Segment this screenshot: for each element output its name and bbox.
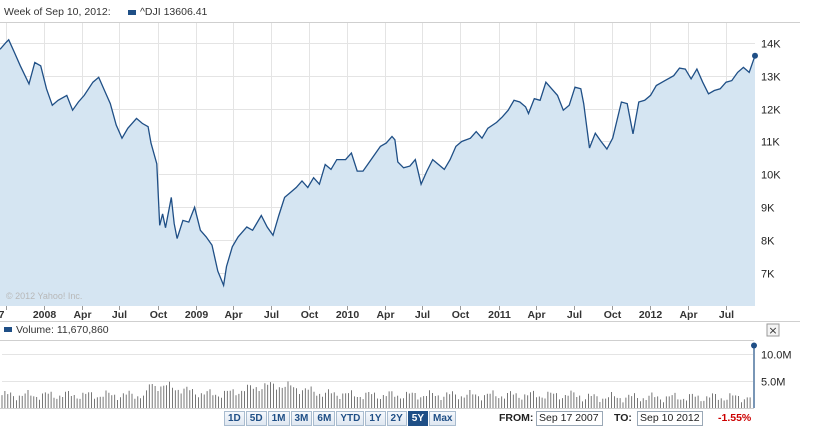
from-date-input[interactable]: Sep 17 2007 xyxy=(536,411,603,426)
x-tick-label: Apr xyxy=(224,309,242,321)
range-button-1m[interactable]: 1M xyxy=(267,411,290,426)
x-tick-label: Jul xyxy=(264,309,279,321)
y-tick-label: 11K xyxy=(761,137,780,149)
y-tick-label: 10K xyxy=(761,170,781,182)
volume-bars xyxy=(1,345,755,408)
price-line xyxy=(0,38,756,288)
y-tick-label: 14K xyxy=(761,39,781,51)
close-volume-button[interactable] xyxy=(766,323,780,337)
x-tick-label: Jul xyxy=(567,309,582,321)
x-tick-label: Apr xyxy=(73,309,91,321)
y-tick-label: 12K xyxy=(761,105,781,117)
last-point-marker xyxy=(752,52,758,59)
range-button-max[interactable]: Max xyxy=(429,411,457,426)
x-tick-label: 2011 xyxy=(488,309,511,321)
x-axis: 2007 2008 Apr Jul Oct 2009 Apr Jul Oct 2010 Apr Jul… xyxy=(0,306,734,321)
range-button-1d[interactable]: 1D xyxy=(224,411,245,426)
from-label: FROM: xyxy=(499,412,534,424)
x-tick-label: 2010 xyxy=(336,309,360,321)
y-tick-label: 9K xyxy=(761,203,775,215)
volume-label: Volume: 11,670,860 xyxy=(16,324,109,336)
x-tick-label: 2012 xyxy=(639,309,663,321)
price-area xyxy=(0,39,755,307)
range-button-ytd[interactable]: YTD xyxy=(336,411,365,426)
range-button-1y[interactable]: 1Y xyxy=(365,411,386,426)
x-tick-label: 2008 xyxy=(33,309,57,321)
week-label: Week of Sep 10, 2012: xyxy=(4,6,111,18)
x-tick-label: Oct xyxy=(150,309,168,321)
x-tick-label: Jul xyxy=(719,309,734,321)
range-button-group: 1D 5D 1M 3M 6M YTD 1Y 2Y 5Y Max xyxy=(224,411,457,426)
volume-tick-label: 5.0M xyxy=(761,377,785,389)
volume-swatch xyxy=(4,327,12,332)
x-tick-label: Apr xyxy=(376,309,394,321)
y-axis: 14K 13K 12K 11K 10K 9K 8K 7K xyxy=(761,39,781,281)
series-swatch xyxy=(128,10,136,15)
to-label: TO: xyxy=(614,412,632,424)
volume-y-axis: 10.0M 5.0M xyxy=(761,350,792,389)
range-button-6m[interactable]: 6M xyxy=(313,411,336,426)
range-button-3m[interactable]: 3M xyxy=(290,411,313,426)
volume-grid xyxy=(2,354,753,382)
x-tick-label: Oct xyxy=(301,309,319,321)
volume-last-marker xyxy=(751,342,757,349)
x-tick-label: Apr xyxy=(527,309,545,321)
x-tick-label: Jul xyxy=(112,309,127,321)
x-tick-label: Oct xyxy=(452,309,470,321)
range-button-2y[interactable]: 2Y xyxy=(386,411,407,426)
to-date-input[interactable]: Sep 10 2012 xyxy=(637,411,703,426)
x-tick-label: Apr xyxy=(679,309,697,321)
series-label: ^DJI 13606.41 xyxy=(140,6,208,18)
y-tick-label: 8K xyxy=(761,236,775,248)
range-button-5y[interactable]: 5Y xyxy=(407,411,429,426)
y-tick-label: 7K xyxy=(761,269,775,281)
x-tick-label: Jul xyxy=(415,309,430,321)
close-icon[interactable]: × xyxy=(768,324,777,337)
x-tick-label: 2009 xyxy=(185,309,209,321)
volume-chart: 10.0M 5.0M Volume: 11,670,860 × xyxy=(0,322,814,410)
volume-tick-label: 10.0M xyxy=(761,350,792,362)
y-tick-label: 13K xyxy=(761,72,781,84)
x-tick-label: Oct xyxy=(604,309,622,321)
range-controls: 1D 5D 1M 3M 6M YTD 1Y 2Y 5Y Max FROM: Sep 17 2007… xyxy=(0,411,814,426)
percent-change: -1.55% xyxy=(718,412,752,424)
copyright-text: © 2012 Yahoo! Inc. xyxy=(6,291,82,301)
range-button-5d[interactable]: 5D xyxy=(245,411,267,426)
x-tick-label: 2007 xyxy=(0,309,5,321)
